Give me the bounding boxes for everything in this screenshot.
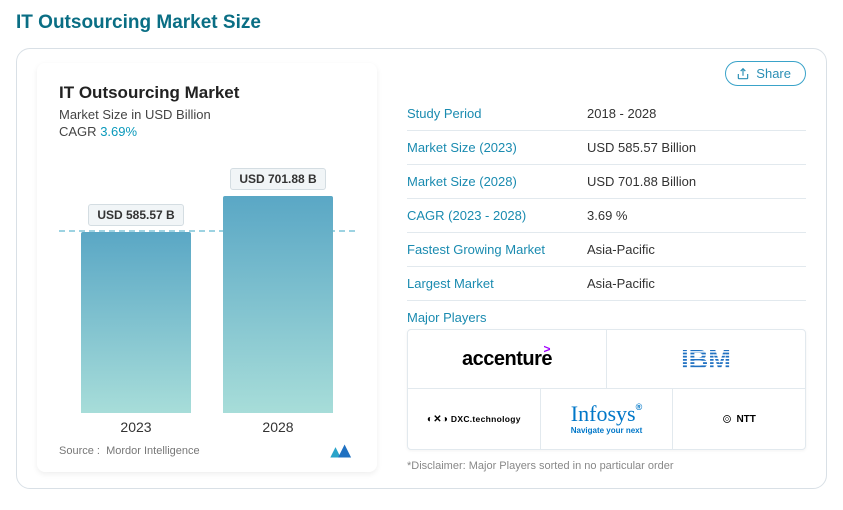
info-val: Asia-Pacific xyxy=(587,276,655,291)
info-key: Market Size (2028) xyxy=(407,174,587,189)
info-row: Market Size (2028)USD 701.88 Billion xyxy=(407,165,806,199)
mordor-logo-icon xyxy=(329,443,355,459)
x-axis: 2023 2028 xyxy=(59,413,355,435)
info-key: Study Period xyxy=(407,106,587,121)
bar-value-label: USD 701.88 B xyxy=(230,168,325,190)
share-button[interactable]: Share xyxy=(725,61,806,86)
info-key: CAGR (2023 - 2028) xyxy=(407,208,587,223)
bar-value-label: USD 585.57 B xyxy=(88,204,183,226)
x-tick-label: 2023 xyxy=(81,419,191,435)
share-icon xyxy=(736,67,750,81)
ibm-logo-icon: IBM xyxy=(666,343,746,375)
ntt-text: NTT xyxy=(736,414,755,425)
bar xyxy=(223,196,333,413)
major-players-row: Major Players xyxy=(407,301,806,329)
chart-title: IT Outsourcing Market xyxy=(59,83,355,103)
info-key: Largest Market xyxy=(407,276,587,291)
player-dxc: ◐✕◑ DXC.technology xyxy=(408,389,540,449)
infosys-text: Infosys xyxy=(571,401,636,426)
share-label: Share xyxy=(756,66,791,81)
ntt-logo-icon xyxy=(722,414,732,424)
bar-wrap: USD 701.88 B xyxy=(223,168,333,413)
info-val: USD 585.57 Billion xyxy=(587,140,696,155)
players-grid: >accenture IBM ◐✕◑ DXC.technology Infosy… xyxy=(407,329,806,450)
infosys-reg-icon: ® xyxy=(636,402,643,412)
info-row: Market Size (2023)USD 585.57 Billion xyxy=(407,131,806,165)
info-row: Fastest Growing MarketAsia-Pacific xyxy=(407,233,806,267)
disclaimer: *Disclaimer: Major Players sorted in no … xyxy=(407,460,806,472)
x-tick-label: 2028 xyxy=(223,419,333,435)
cagr-prefix: CAGR xyxy=(59,124,97,139)
source-name: Mordor Intelligence xyxy=(106,445,200,457)
bar-row: USD 585.57 B USD 701.88 B xyxy=(59,153,355,413)
info-panel: Study Period2018 - 2028Market Size (2023… xyxy=(407,63,806,472)
info-row: Largest MarketAsia-Pacific xyxy=(407,267,806,301)
player-ibm: IBM xyxy=(606,330,805,388)
accenture-caret-icon: > xyxy=(543,342,550,356)
info-val: USD 701.88 Billion xyxy=(587,174,696,189)
player-accenture: >accenture xyxy=(408,330,606,388)
player-ntt: NTT xyxy=(672,389,805,449)
infosys-tagline: Navigate your next xyxy=(571,427,643,435)
cagr-value: 3.69% xyxy=(100,124,137,139)
info-key: Market Size (2023) xyxy=(407,140,587,155)
dxc-text: DXC.technology xyxy=(451,414,521,424)
info-val: 3.69 % xyxy=(587,208,627,223)
info-val: 2018 - 2028 xyxy=(587,106,656,121)
accenture-text: accenture xyxy=(462,348,552,370)
bar xyxy=(81,232,191,413)
source-prefix: Source : xyxy=(59,445,100,457)
info-row: CAGR (2023 - 2028)3.69 % xyxy=(407,199,806,233)
info-val: Asia-Pacific xyxy=(587,242,655,257)
info-key: Fastest Growing Market xyxy=(407,242,587,257)
chart-subtitle: Market Size in USD Billion xyxy=(59,107,355,122)
page-title: IT Outsourcing Market Size xyxy=(16,12,827,34)
market-card: Share IT Outsourcing Market Market Size … xyxy=(16,48,827,489)
bar-wrap: USD 585.57 B xyxy=(81,204,191,413)
chart-area: USD 585.57 B USD 701.88 B xyxy=(59,153,355,413)
player-infosys: Infosys® Navigate your next xyxy=(540,389,673,449)
major-players-label: Major Players xyxy=(407,310,587,325)
chart-panel: IT Outsourcing Market Market Size in USD… xyxy=(37,63,377,472)
info-row: Study Period2018 - 2028 xyxy=(407,97,806,131)
cagr-line: CAGR 3.69% xyxy=(59,124,355,139)
source-row: Source : Mordor Intelligence xyxy=(59,443,355,459)
